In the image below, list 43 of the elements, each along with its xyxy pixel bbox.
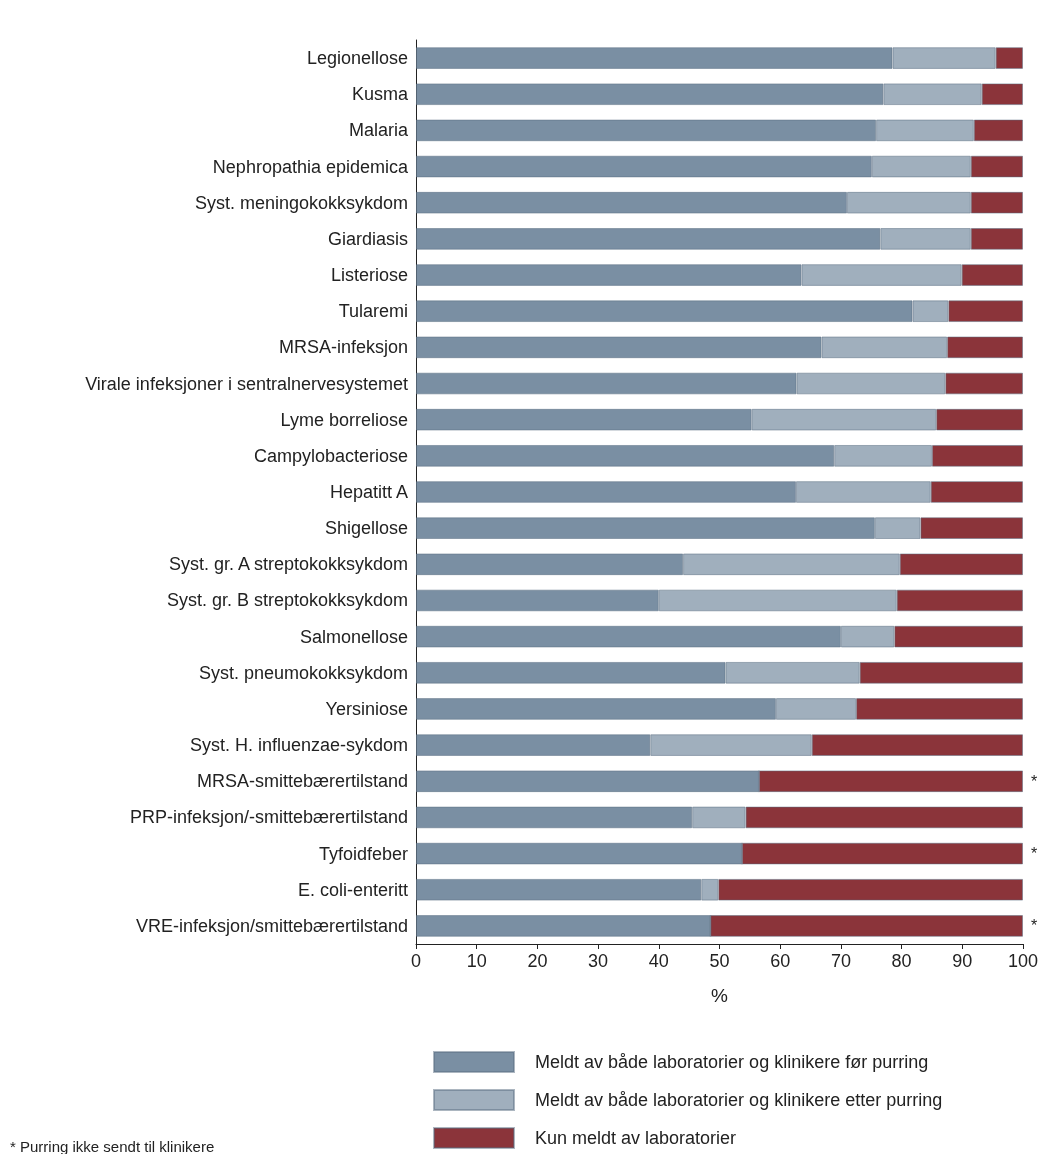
x-tick-label: 90 [952, 951, 973, 971]
data-label: * [1031, 917, 1038, 935]
y-tick-label: Malaria [348, 120, 409, 141]
y-tick-label: Nephropathia epidemica [212, 156, 409, 177]
x-tick-label: 80 [891, 951, 912, 971]
x-tick-label: 20 [527, 951, 548, 971]
y-tick-label: VRE-infeksjon/smittebærertilstand [135, 915, 408, 936]
y-tick-label: MRSA-infeksjon [278, 337, 408, 358]
y-tick-label: Tularemi [338, 301, 408, 322]
y-tick-label: Lyme borreliose [280, 409, 408, 430]
y-tick-label: Syst. gr. A streptokokksykdom [168, 554, 408, 575]
y-tick-label: E. coli-enteritt [297, 879, 408, 900]
y-tick-label: Tyfoidfeber [318, 843, 408, 864]
y-tick-label: Virale infeksjoner i sentralnervesystemet [85, 373, 408, 394]
x-tick-label: 10 [466, 951, 487, 971]
x-tick-label: 40 [648, 951, 669, 971]
y-tick-label: Shigellose [324, 518, 408, 539]
y-tick-label: Campylobacteriose [253, 445, 408, 466]
y-tick-label: Hepatitt A [329, 482, 408, 502]
y-tick-label: Syst. pneumokokksykdom [198, 662, 408, 683]
data-label: * [1031, 845, 1038, 863]
y-tick-label: Giardiasis [327, 228, 408, 249]
legend-label: Meldt av både laboratorier og klinikere etter purring [535, 1090, 943, 1110]
x-tick-label: 70 [830, 951, 851, 971]
y-tick-label: Syst. H. influenzae-sykdom [189, 735, 408, 756]
y-tick-label: Kusma [351, 84, 409, 105]
x-axis-title: % [711, 985, 729, 1006]
x-tick-label: 0 [410, 951, 422, 971]
y-tick-label: Listeriose [330, 265, 408, 286]
y-tick-label: Yersiniose [325, 698, 408, 719]
legend-label: Meldt av både laboratorier og klinikere før purring [535, 1052, 929, 1072]
y-tick-label: Syst. meningokokksykdom [194, 192, 408, 213]
x-tick-label: 30 [588, 951, 609, 971]
y-tick-label: Salmonellose [299, 626, 408, 647]
legend-label: Kun meldt av laboratorier [535, 1128, 737, 1148]
y-tick-label: Syst. gr. B streptokokksykdom [166, 590, 408, 611]
x-tick-label: 100 [1007, 951, 1039, 971]
y-tick-label: MRSA-smittebærertilstand [196, 771, 408, 792]
y-tick-label: PRP-infeksjon/-smittebærertilstand [129, 807, 408, 828]
x-tick-label: 50 [709, 951, 730, 971]
y-tick-label: Legionellose [306, 48, 408, 69]
x-tick-label: 60 [770, 951, 791, 971]
data-label: * [1031, 772, 1038, 790]
